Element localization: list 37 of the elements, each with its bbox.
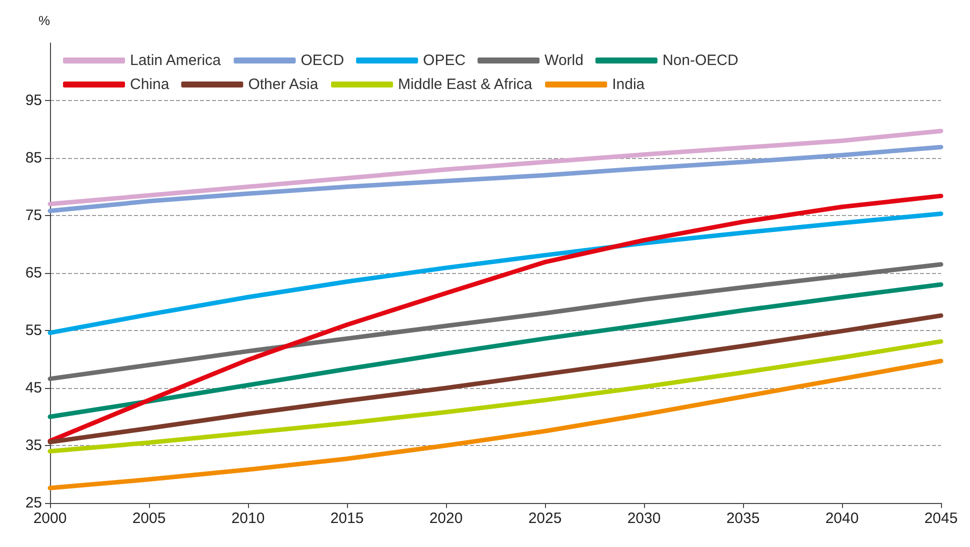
y-tick-label: 25 bbox=[25, 494, 42, 512]
line-series bbox=[48, 194, 944, 444]
legend-label: India bbox=[612, 76, 646, 93]
line-series bbox=[48, 339, 944, 454]
legend-label: Middle East & Africa bbox=[398, 76, 533, 93]
x-tick-label: 2040 bbox=[825, 510, 859, 527]
x-tick-label: 2000 bbox=[33, 510, 67, 527]
line-series bbox=[48, 262, 944, 382]
legend-label: OECD bbox=[300, 52, 344, 69]
x-tick-label: 2005 bbox=[132, 510, 166, 527]
legend-label: China bbox=[130, 76, 170, 93]
x-tick-label: 2045 bbox=[924, 510, 958, 527]
y-tick-label: 75 bbox=[25, 207, 42, 224]
line-series bbox=[48, 212, 944, 336]
legend-label: World bbox=[544, 52, 584, 69]
x-tick-label: 2015 bbox=[330, 510, 364, 527]
legend-label: OPEC bbox=[423, 52, 466, 69]
y-tick-label: 95 bbox=[25, 92, 42, 109]
y-tick-label: 85 bbox=[25, 150, 42, 166]
y-tick-label: 35 bbox=[25, 437, 42, 454]
line-series bbox=[48, 358, 944, 490]
line-series bbox=[48, 282, 944, 419]
x-tick-label: 2025 bbox=[528, 510, 562, 527]
x-tick-label: 2030 bbox=[627, 510, 661, 527]
y-axis-title: % bbox=[38, 13, 50, 28]
legend-label: Non-OECD bbox=[662, 52, 738, 69]
x-tick-label: 2020 bbox=[429, 510, 463, 527]
legend-label: Other Asia bbox=[248, 76, 319, 93]
line-series bbox=[48, 313, 944, 444]
x-tick-label: 2010 bbox=[231, 510, 265, 527]
y-tick-label: 65 bbox=[25, 264, 42, 282]
line-series bbox=[48, 128, 944, 206]
x-tick-label: 2035 bbox=[726, 510, 760, 527]
y-tick-label: 45 bbox=[25, 380, 42, 396]
legend-label: Latin America bbox=[130, 52, 222, 69]
line-series bbox=[48, 144, 944, 214]
y-tick-label: 55 bbox=[25, 322, 42, 339]
